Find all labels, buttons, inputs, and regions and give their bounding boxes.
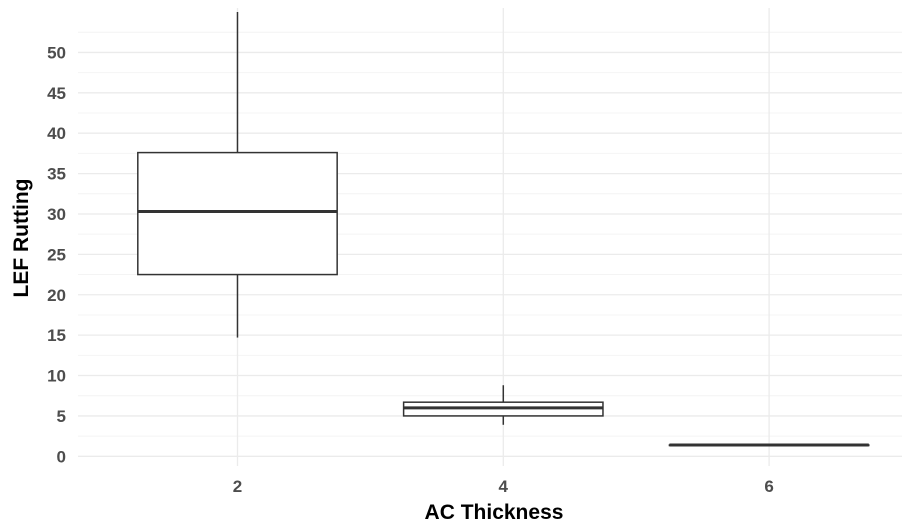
- iqr-box: [137, 151, 338, 276]
- x-tick-label: 4: [499, 477, 509, 496]
- x-axis-title: AC Thickness: [425, 501, 564, 524]
- box-series: [137, 12, 870, 447]
- y-tick-label: 40: [47, 124, 66, 143]
- y-tick-label: 30: [47, 205, 66, 224]
- box-2: [137, 12, 338, 338]
- y-tick-label: 25: [47, 245, 66, 264]
- y-axis-ticks: 0 5 10 15 20 25 30 35 40 45 50: [47, 43, 66, 466]
- x-tick-label: 2: [233, 477, 242, 496]
- y-tick-label: 20: [47, 286, 66, 305]
- x-axis-ticks: 2 4 6: [233, 477, 774, 496]
- y-tick-label: 50: [47, 43, 66, 62]
- y-tick-label: 10: [47, 367, 66, 386]
- y-tick-label: 5: [57, 407, 66, 426]
- y-tick-label: 45: [47, 84, 66, 103]
- box-4: [402, 385, 604, 425]
- x-tick-label: 6: [764, 477, 773, 496]
- y-tick-label: 35: [47, 165, 66, 184]
- y-axis-title: LEF Rutting: [10, 179, 33, 298]
- y-tick-label: 15: [47, 326, 66, 345]
- box-6: [668, 443, 870, 447]
- y-tick-label: 0: [57, 447, 66, 466]
